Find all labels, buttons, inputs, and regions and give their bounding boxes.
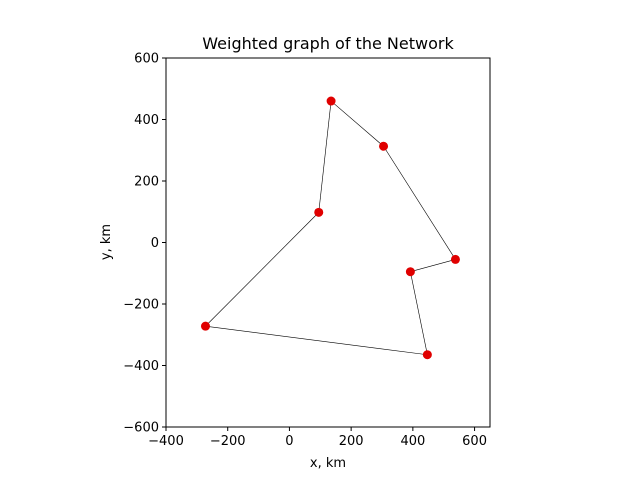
x-tick-label: 400 [400,434,425,449]
node-point [422,350,432,360]
x-tick-label: −400 [148,434,184,449]
node-point [326,96,336,106]
chart-title: Weighted graph of the Network [202,34,454,53]
y-tick-label: 600 [134,52,159,67]
y-tick-label: −400 [123,359,159,374]
edge-line [205,212,319,327]
node-point [450,254,460,264]
node-point [200,321,210,331]
edge-line [330,100,384,147]
y-axis-label: y, km [99,224,114,260]
y-tick-label: −200 [123,298,159,313]
x-tick-label: 200 [339,434,364,449]
edges-group [205,100,456,356]
x-axis-label: x, km [310,456,346,471]
plot-area [165,57,491,428]
y-tick-label: 400 [134,113,159,128]
x-tick-label: 600 [462,434,487,449]
plot-frame [165,57,491,428]
edge-line [383,146,456,260]
y-tick-label: 200 [134,175,159,190]
node-point [405,267,415,277]
node-point [314,207,324,217]
y-tick-label: 0 [151,236,159,251]
edge-line [410,271,428,355]
x-tick-label: −200 [210,434,246,449]
nodes-group [200,96,460,360]
x-tick-label: 0 [285,434,293,449]
y-tick-label: −600 [123,421,159,436]
edge-line [205,325,428,356]
node-point [379,141,389,151]
edge-line [410,259,456,273]
edge-line [318,101,332,213]
